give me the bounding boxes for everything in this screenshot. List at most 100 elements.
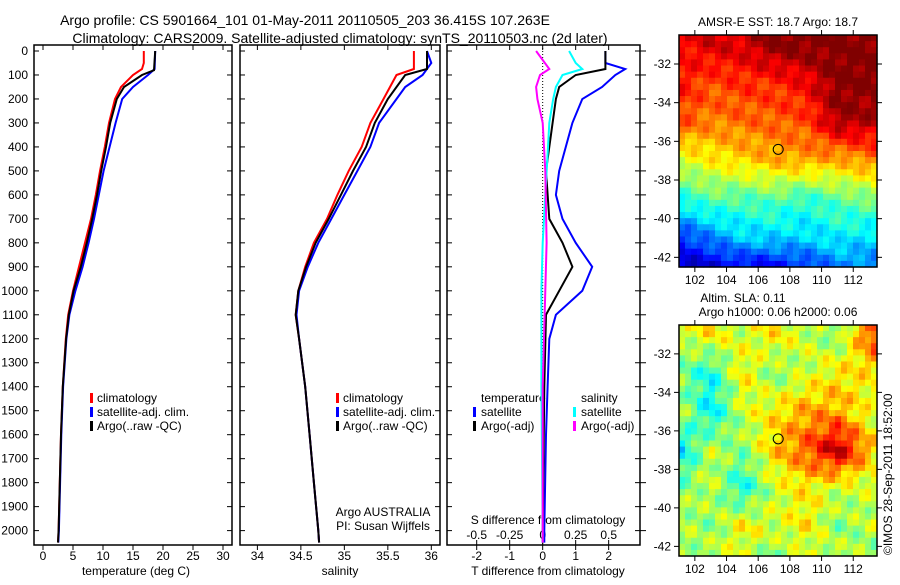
map-cell <box>751 440 758 448</box>
map-cell <box>805 77 812 85</box>
map-cell <box>847 248 854 256</box>
map-cell <box>823 212 830 219</box>
map-cell <box>679 452 686 460</box>
map-cell <box>739 224 746 231</box>
map-cell <box>745 102 752 109</box>
map-cell <box>685 193 692 201</box>
map-cell <box>703 397 710 405</box>
map-cell <box>823 361 830 369</box>
map-cell <box>775 470 782 478</box>
map-cell <box>685 35 692 42</box>
map-cell <box>703 349 710 356</box>
map-cell <box>733 489 740 496</box>
map-cell <box>775 349 782 356</box>
map-cell <box>721 224 728 231</box>
map-cell <box>703 343 710 350</box>
map-cell <box>799 181 806 189</box>
y-tick-label: 100 <box>8 68 28 82</box>
map-cell <box>817 144 824 152</box>
map-cell <box>697 181 704 189</box>
map-cell <box>865 120 872 128</box>
map-cell <box>859 428 866 436</box>
map-cell <box>799 47 806 54</box>
map-cell <box>799 331 806 338</box>
map-cell <box>829 385 836 393</box>
map-cell <box>829 181 836 189</box>
map-cell <box>823 102 830 109</box>
map-cell <box>781 144 788 152</box>
map-cell <box>721 537 728 545</box>
map-cell <box>721 422 728 429</box>
map-cell <box>769 519 776 527</box>
map-cell <box>739 440 746 448</box>
map-y-tick-label: -38 <box>654 462 672 476</box>
map-cell <box>691 489 698 496</box>
map-cell <box>685 483 692 490</box>
map-cell <box>685 543 692 551</box>
map-cell <box>763 410 770 417</box>
map-cell <box>793 169 800 177</box>
map-cell <box>865 205 872 213</box>
map-cell <box>733 102 740 109</box>
map-cell <box>811 519 818 527</box>
map-cell <box>691 531 698 539</box>
map-cell <box>859 489 866 496</box>
map-cell <box>805 385 812 393</box>
map-cell <box>721 519 728 527</box>
map-cell <box>691 428 698 436</box>
map-cell <box>865 355 872 363</box>
map-cell <box>829 53 836 61</box>
map-cell <box>709 470 716 478</box>
map-cell <box>751 397 758 405</box>
map-cell <box>787 355 794 363</box>
map-cell <box>829 549 836 557</box>
map-cell <box>685 537 692 545</box>
legend-label: satellite <box>581 405 622 419</box>
map-cell <box>727 41 734 48</box>
map-cell <box>685 260 692 268</box>
map-cell <box>781 41 788 48</box>
map-cell <box>841 507 848 515</box>
map-cell <box>739 212 746 219</box>
map-cell <box>823 391 830 399</box>
map-cell <box>841 343 848 350</box>
map-cell <box>769 205 776 213</box>
map-cell <box>823 397 830 405</box>
map-cell <box>709 543 716 551</box>
map-cell <box>871 513 878 521</box>
map-cell <box>709 41 716 48</box>
map-cell <box>805 549 812 557</box>
map-cell <box>703 114 710 122</box>
map-cell <box>769 513 776 521</box>
map-cell <box>721 77 728 85</box>
map-cell <box>781 71 788 79</box>
map-cell <box>721 367 728 375</box>
map-cell <box>871 163 878 170</box>
map-cell <box>739 187 746 195</box>
map-cell <box>697 464 704 472</box>
map-cell <box>811 65 818 73</box>
map-cell <box>787 71 794 79</box>
map-cell <box>769 230 776 238</box>
map-cell <box>751 325 758 332</box>
map-cell <box>799 242 806 250</box>
map-cell <box>733 199 740 207</box>
map-cell <box>727 224 734 231</box>
map-cell <box>763 549 770 557</box>
map-y-tick-label: -34 <box>654 96 672 110</box>
map-cell <box>835 519 842 527</box>
map-cell <box>787 513 794 521</box>
map-cell <box>799 102 806 109</box>
map-cell <box>745 495 752 502</box>
map-cell <box>853 193 860 201</box>
map-cell <box>697 126 704 134</box>
map-cell <box>685 218 692 225</box>
map-cell <box>745 53 752 61</box>
map-cell <box>799 470 806 478</box>
map-cell <box>823 96 830 103</box>
map-cell <box>817 549 824 557</box>
map-cell <box>685 230 692 238</box>
map-cell <box>811 379 818 387</box>
map-cell <box>823 89 830 97</box>
map-cell <box>847 236 854 244</box>
